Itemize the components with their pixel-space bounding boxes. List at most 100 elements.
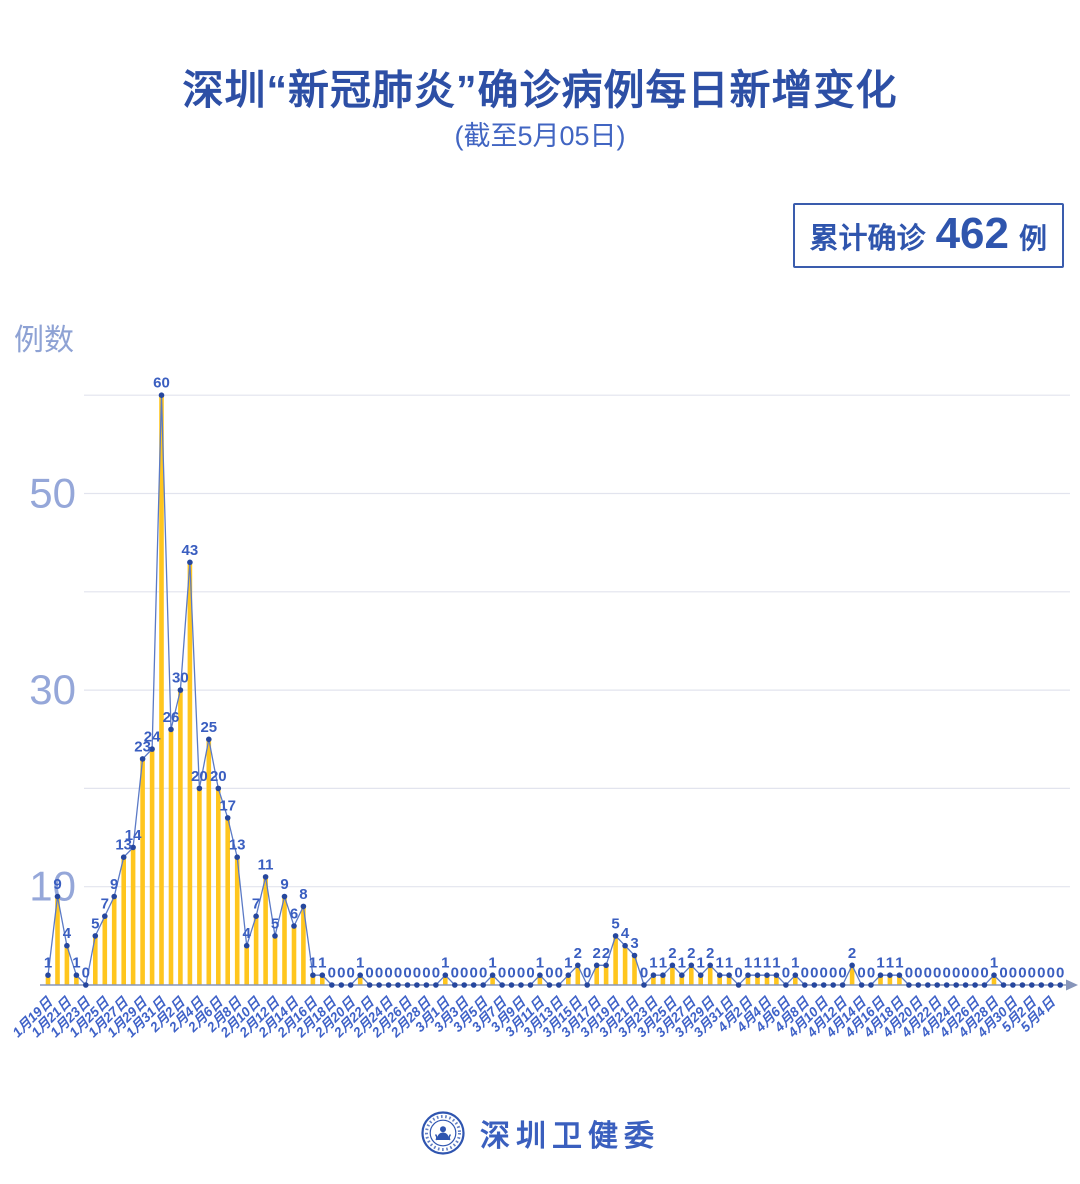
svg-text:0: 0 xyxy=(1018,965,1026,982)
svg-text:0: 0 xyxy=(914,965,922,982)
x-axis xyxy=(40,979,1078,991)
svg-text:0: 0 xyxy=(1056,965,1064,982)
cumulative-badge: 累计确诊 462 例 xyxy=(792,203,1064,268)
svg-text:0: 0 xyxy=(801,965,809,982)
svg-text:1: 1 xyxy=(791,955,799,972)
svg-text:0: 0 xyxy=(820,965,828,982)
svg-text:2: 2 xyxy=(687,945,695,962)
svg-text:4: 4 xyxy=(621,925,630,942)
svg-text:0: 0 xyxy=(507,965,515,982)
svg-text:0: 0 xyxy=(328,965,336,982)
svg-text:0: 0 xyxy=(451,965,459,982)
svg-text:0: 0 xyxy=(384,965,392,982)
bar-series xyxy=(45,395,997,986)
svg-text:0: 0 xyxy=(943,965,951,982)
badge-unit: 例 xyxy=(1018,223,1047,254)
y-axis-label: 例数 xyxy=(14,324,74,357)
svg-text:1: 1 xyxy=(356,955,364,972)
svg-text:17: 17 xyxy=(219,797,236,814)
svg-text:1: 1 xyxy=(895,955,903,972)
svg-text:1: 1 xyxy=(753,955,761,972)
shenzhen-health-commission-seal-icon xyxy=(421,1111,465,1155)
svg-text:2: 2 xyxy=(706,945,714,962)
svg-text:1: 1 xyxy=(697,955,705,972)
svg-text:0: 0 xyxy=(413,965,421,982)
svg-text:0: 0 xyxy=(394,965,402,982)
svg-text:1: 1 xyxy=(309,955,317,972)
svg-text:0: 0 xyxy=(961,965,969,982)
svg-text:2: 2 xyxy=(602,945,610,962)
svg-text:0: 0 xyxy=(337,965,345,982)
svg-text:13: 13 xyxy=(229,837,246,854)
svg-text:0: 0 xyxy=(924,965,932,982)
svg-text:4: 4 xyxy=(63,925,72,942)
svg-text:1: 1 xyxy=(441,955,449,972)
svg-text:13: 13 xyxy=(115,837,132,854)
svg-text:11: 11 xyxy=(258,856,274,873)
page-title: 深圳“新冠肺炎”确诊病例每日新增变化 xyxy=(182,67,898,113)
svg-text:1: 1 xyxy=(678,955,686,972)
svg-text:0: 0 xyxy=(517,965,525,982)
svg-text:4: 4 xyxy=(243,925,252,942)
svg-text:0: 0 xyxy=(526,965,534,982)
svg-text:0: 0 xyxy=(365,965,373,982)
svg-text:0: 0 xyxy=(999,965,1007,982)
svg-text:0: 0 xyxy=(470,965,478,982)
svg-text:0: 0 xyxy=(857,965,865,982)
svg-text:30: 30 xyxy=(29,666,76,713)
svg-text:7: 7 xyxy=(252,896,260,913)
gridlines xyxy=(84,394,1070,888)
page-subtitle: (截至5月05日) xyxy=(454,121,626,151)
svg-text:1: 1 xyxy=(649,955,657,972)
y-axis-ticks: 50 30 10 xyxy=(29,470,76,910)
svg-text:1: 1 xyxy=(536,955,544,972)
svg-text:1: 1 xyxy=(318,955,326,972)
svg-text:0: 0 xyxy=(640,965,648,982)
svg-text:1: 1 xyxy=(72,955,80,972)
svg-text:0: 0 xyxy=(980,965,988,982)
svg-text:0: 0 xyxy=(734,965,742,982)
svg-text:20: 20 xyxy=(191,768,208,785)
data-points xyxy=(45,392,1063,988)
svg-text:5: 5 xyxy=(611,915,619,932)
svg-text:2: 2 xyxy=(593,945,601,962)
svg-text:25: 25 xyxy=(200,719,217,736)
svg-text:0: 0 xyxy=(583,965,591,982)
svg-text:1: 1 xyxy=(716,955,724,972)
svg-text:9: 9 xyxy=(280,876,288,893)
svg-text:2: 2 xyxy=(574,945,582,962)
value-labels: 1941057913142324602630432025201713471159… xyxy=(44,375,1065,982)
svg-text:0: 0 xyxy=(432,965,440,982)
svg-text:1: 1 xyxy=(564,955,572,972)
svg-text:1: 1 xyxy=(744,955,752,972)
daily-new-cases-chart: 例数 50 30 10 1 9 4 1 0 5 7 9 13 14 23 24 60 26 30 43 20 25 20… xyxy=(0,310,1080,1084)
svg-text:50: 50 xyxy=(29,470,76,517)
svg-text:7: 7 xyxy=(101,896,109,913)
svg-text:0: 0 xyxy=(460,965,468,982)
svg-text:60: 60 xyxy=(153,375,170,392)
svg-text:0: 0 xyxy=(810,965,818,982)
svg-text:3: 3 xyxy=(630,935,638,952)
svg-text:0: 0 xyxy=(375,965,383,982)
svg-text:2: 2 xyxy=(848,945,856,962)
footer: 深圳卫健委 xyxy=(0,1110,1080,1156)
svg-text:0: 0 xyxy=(952,965,960,982)
svg-text:1: 1 xyxy=(763,955,771,972)
svg-text:10: 10 xyxy=(29,863,76,910)
svg-text:0: 0 xyxy=(1037,965,1045,982)
badge-label: 累计确诊 xyxy=(809,223,926,255)
svg-text:2: 2 xyxy=(668,945,676,962)
svg-text:0: 0 xyxy=(971,965,979,982)
svg-text:1: 1 xyxy=(990,955,998,972)
svg-text:0: 0 xyxy=(867,965,875,982)
svg-text:6: 6 xyxy=(290,906,298,923)
badge-value: 462 xyxy=(935,209,1009,258)
svg-text:0: 0 xyxy=(782,965,790,982)
svg-text:0: 0 xyxy=(403,965,411,982)
svg-text:0: 0 xyxy=(905,965,913,982)
svg-text:14: 14 xyxy=(125,827,142,844)
svg-text:0: 0 xyxy=(347,965,355,982)
svg-text:0: 0 xyxy=(545,965,553,982)
svg-text:0: 0 xyxy=(829,965,837,982)
